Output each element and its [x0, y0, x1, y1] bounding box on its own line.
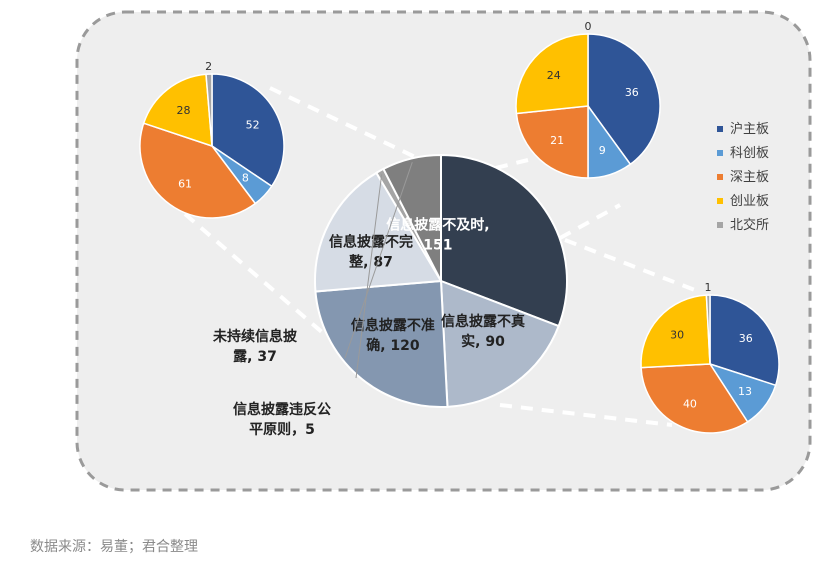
- pie-slice: [382, 153, 442, 282]
- pie-slice: [142, 73, 213, 148]
- breakdown-pie-2: 36 9 21 24 0: [515, 20, 661, 179]
- pie-slice: [640, 294, 711, 369]
- pie-slice: [205, 73, 213, 147]
- pie-slice: [211, 73, 285, 188]
- pie-slice: [709, 294, 780, 387]
- data-label: 52: [246, 118, 260, 131]
- pie-charts: 52 8 61 28 2 36 9 21 24 0 36 13 40 30 1: [139, 20, 780, 434]
- slice-label: 确, 120: [366, 337, 420, 354]
- legend-swatch: [717, 198, 723, 204]
- pie-slice: [314, 279, 449, 408]
- slice-label: 实, 90: [461, 333, 505, 350]
- slice-label: 信息披露违反公: [233, 401, 331, 418]
- connector-line-0: [269, 86, 433, 167]
- pie-slice: [139, 122, 257, 219]
- legend-label: 沪主板: [730, 121, 769, 137]
- data-label: 21: [550, 134, 564, 147]
- pie-slice: [587, 33, 661, 166]
- data-label: 30: [670, 328, 684, 341]
- slice-label: 信息披露不完: [329, 234, 413, 251]
- main-pie: [314, 153, 568, 408]
- connector-line-5: [499, 403, 673, 427]
- breakdown-pie-1: 52 8 61 28 2: [139, 60, 285, 219]
- data-label: 24: [547, 69, 561, 82]
- pie-slice: [515, 33, 589, 115]
- leader-line: [344, 162, 413, 359]
- legend-swatch: [717, 126, 723, 132]
- legend-label: 创业板: [730, 194, 769, 209]
- data-label: 2: [205, 60, 212, 73]
- pie-slice: [314, 171, 443, 293]
- slice-label: 信息披露不准: [351, 317, 435, 334]
- legend-label: 北交所: [730, 217, 769, 233]
- data-label: 40: [683, 397, 697, 410]
- connector-line-4: [564, 238, 701, 294]
- data-label: 1: [704, 281, 711, 294]
- data-label: 0: [585, 20, 592, 33]
- data-label: 9: [599, 144, 606, 157]
- data-label: 61: [178, 177, 192, 190]
- slice-label: 露, 37: [233, 348, 277, 365]
- breakdown-pie-3: 36 13 40 30 1: [640, 281, 780, 434]
- source-note: 数据来源：易董；君合整理: [30, 539, 198, 555]
- pie-slice: [515, 105, 589, 179]
- slice-label: 未持续信息披: [213, 328, 298, 345]
- connector-line-1: [183, 212, 325, 335]
- leader-line: [355, 174, 383, 379]
- legend-swatch: [717, 222, 723, 228]
- pie-slice: [705, 294, 711, 365]
- legend-label: 深主板: [730, 170, 769, 185]
- data-label: 36: [625, 86, 639, 99]
- legend-swatch: [717, 174, 723, 180]
- data-label: 13: [738, 385, 752, 398]
- data-label: 8: [242, 172, 249, 185]
- data-label: 36: [739, 332, 753, 345]
- legend-swatch: [717, 150, 723, 156]
- pie-slice: [440, 153, 568, 328]
- slice-label: 信息披露不真: [441, 313, 525, 330]
- slice-label: 信息披露不及时,: [386, 216, 489, 233]
- pie-slice: [640, 363, 749, 434]
- legend-label: 科创板: [730, 146, 769, 161]
- connector-line-3: [559, 203, 621, 240]
- slice-label: 平原则，5: [249, 421, 315, 438]
- pie-slice: [439, 279, 560, 408]
- slice-label: 151: [423, 237, 452, 253]
- data-label: 28: [177, 104, 191, 117]
